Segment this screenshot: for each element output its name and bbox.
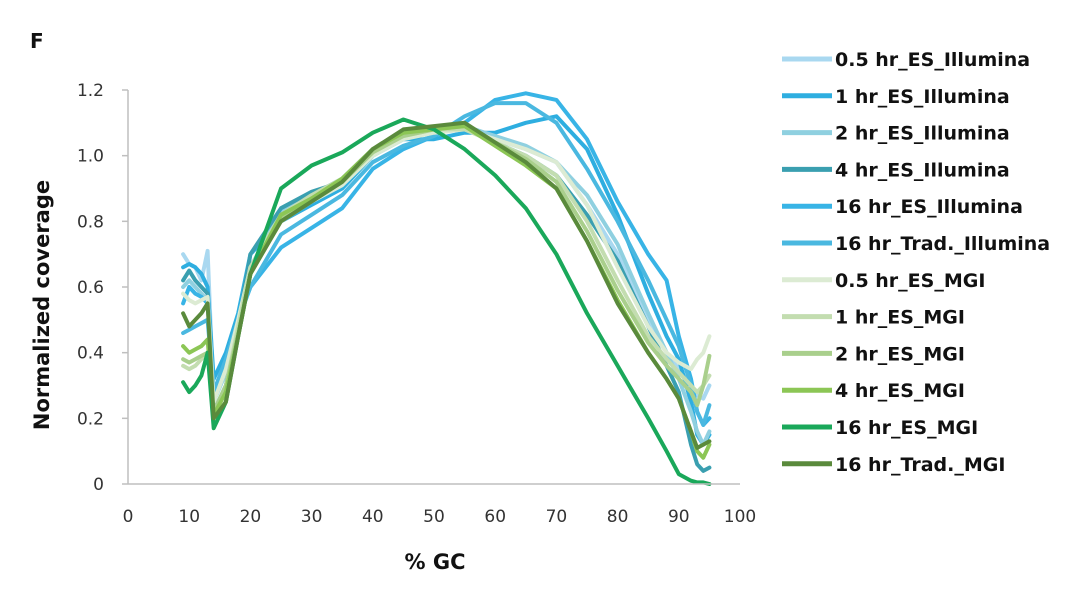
legend-label: 16 hr_ES_MGI: [835, 417, 978, 439]
y-tick-label: 0.6: [77, 278, 104, 298]
x-tick-label: 0: [123, 507, 134, 527]
x-tick-label: 80: [607, 507, 629, 527]
x-tick-label: 30: [301, 507, 323, 527]
series-line-6: [181, 101, 712, 427]
legend-label: 16 hr_Trad._MGI: [835, 454, 1005, 476]
y-axis-title: Normalized coverage: [30, 180, 54, 430]
series-line-4: [181, 124, 712, 473]
x-tick-label: 40: [362, 507, 384, 527]
x-tick-label: 70: [546, 507, 568, 527]
legend-label: 16 hr_Trad._Illumina: [835, 233, 1050, 255]
legend-label: 16 hr_ES_Illumina: [835, 196, 1023, 218]
legend: 0.5 hr_ES_Illumina 1 hr_ES_Illumina 2 hr_E…: [782, 49, 1050, 476]
legend-label: 2 hr_ES_MGI: [835, 343, 965, 365]
x-tick-label: 90: [668, 507, 690, 527]
y-tick-label: 0.2: [77, 409, 104, 429]
x-tick-label: 50: [423, 507, 445, 527]
x-tick-label: 10: [178, 507, 200, 527]
y-tick-label: 0.8: [77, 212, 104, 232]
x-axis-title: % GC: [404, 550, 465, 574]
legend-label: 1 hr_ES_MGI: [835, 307, 965, 329]
legend-label: 2 hr_ES_Illumina: [835, 123, 1010, 145]
y-axis-ticks: 0 0.2 0.4 0.6 0.8 1.0 1.2: [77, 81, 128, 495]
legend-label: 0.5 hr_ES_MGI: [835, 270, 985, 292]
legend-label: 4 hr_ES_MGI: [835, 380, 965, 402]
x-tick-label: 100: [724, 507, 756, 527]
panel-label: F: [30, 29, 44, 53]
y-tick-label: 1.2: [77, 81, 104, 101]
series-line-5: [181, 91, 712, 427]
plot-area: [181, 91, 712, 486]
y-tick-label: 0: [93, 475, 104, 495]
x-tick-label: 60: [484, 507, 506, 527]
x-axis-ticks: 0 10 20 30 40 50 60 70 80 90 100: [123, 507, 757, 527]
x-tick-label: 20: [240, 507, 262, 527]
y-tick-label: 0.4: [77, 344, 104, 364]
legend-label: 0.5 hr_ES_Illumina: [835, 49, 1030, 71]
legend-label: 4 hr_ES_Illumina: [835, 159, 1010, 181]
y-tick-label: 1.0: [77, 147, 104, 167]
series-line-12: [181, 120, 712, 450]
legend-label: 1 hr_ES_Illumina: [835, 86, 1010, 108]
